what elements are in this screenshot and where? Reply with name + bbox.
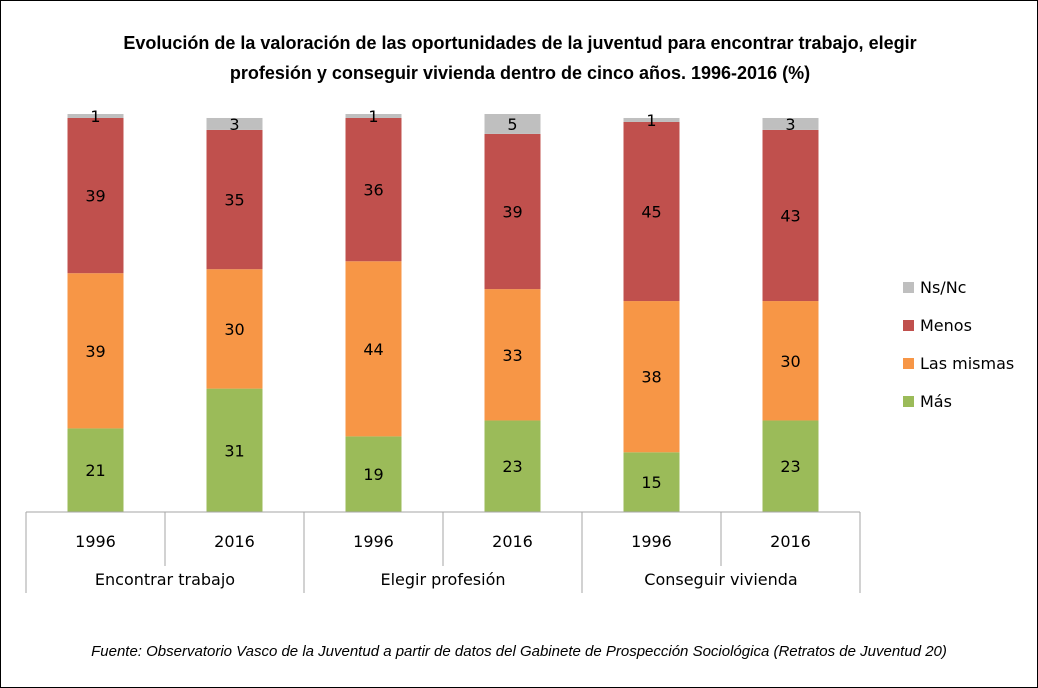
bar-segment-las-mismas-0 [67,273,124,429]
bar-segment-ns-nc-4 [623,117,680,122]
bar-segment-las-mismas-5 [762,301,819,421]
bar-segment-menos-3 [484,133,541,290]
data-label: 30 [780,352,800,371]
legend-swatch-m-s [903,396,914,407]
bar-segment-m-s-4 [623,452,680,512]
data-label: 15 [641,473,661,492]
bar-segment-m-s-2 [345,436,402,512]
bar-segment-menos-0 [67,117,124,274]
legend-label: Menos [920,316,972,335]
data-label: 1 [646,111,656,130]
data-label: 19 [363,465,383,484]
data-label: 1 [368,107,378,126]
bar-segment-menos-1 [206,129,263,270]
bar-segment-las-mismas-3 [484,289,541,421]
data-label: 31 [224,441,244,460]
data-label: 43 [780,206,800,225]
bar-segment-ns-nc-0 [67,114,124,118]
data-label: 39 [85,342,105,361]
legend-swatch-las-mismas [903,358,914,369]
legend-label: Las mismas [920,354,1014,373]
bar-segment-m-s-5 [762,420,819,512]
category-tick-label: 2016 [492,532,533,551]
bar-segment-menos-4 [623,121,680,302]
data-label: 36 [363,181,383,200]
data-label: 21 [85,461,105,480]
bar-segment-las-mismas-4 [623,301,680,453]
data-label: 33 [502,346,522,365]
bar-segment-ns-nc-1 [206,117,263,130]
source-note: Fuente: Observatorio Vasco de la Juventu… [91,643,947,660]
category-tick-label: 1996 [631,532,672,551]
chart-title-line-1: Evolución de la valoración de las oportu… [123,33,917,53]
chart-title: Evolución de la valoración de las oportu… [40,28,1000,88]
bar-segment-m-s-1 [206,388,263,512]
data-label: 1 [90,107,100,126]
data-label: 45 [641,203,661,222]
legend-label: Ns/Nc [920,278,966,297]
group-label: Conseguir vivienda [644,570,797,589]
bar-segment-ns-nc-5 [762,117,819,130]
data-label: 3 [229,115,239,134]
bar-segment-menos-2 [345,117,402,262]
bar-segment-las-mismas-2 [345,261,402,437]
legend-swatch-ns-nc [903,282,914,293]
data-label: 5 [507,115,517,134]
group-label: Elegir profesión [380,570,505,589]
data-label: 23 [502,457,522,476]
legend-swatch-menos [903,320,914,331]
data-label: 39 [85,187,105,206]
chart-title-line-2: profesión y conseguir vivienda dentro de… [229,63,811,83]
bar-segment-m-s-3 [484,420,541,512]
bar-segment-ns-nc-2 [345,114,402,118]
category-tick-label: 1996 [75,532,116,551]
data-label: 3 [785,115,795,134]
data-label: 39 [502,203,522,222]
data-label: 30 [224,320,244,339]
category-tick-label: 1996 [353,532,394,551]
bar-segment-menos-5 [762,129,819,302]
bar-segment-las-mismas-1 [206,269,263,389]
category-tick-label: 2016 [214,532,255,551]
group-label: Encontrar trabajo [95,570,235,589]
data-label: 35 [224,191,244,210]
bar-segment-ns-nc-3 [484,114,541,134]
bar-segment-m-s-0 [67,428,124,512]
data-label: 44 [363,340,383,359]
category-tick-label: 2016 [770,532,811,551]
data-label: 38 [641,368,661,387]
legend-label: Más [920,392,952,411]
data-label: 23 [780,457,800,476]
